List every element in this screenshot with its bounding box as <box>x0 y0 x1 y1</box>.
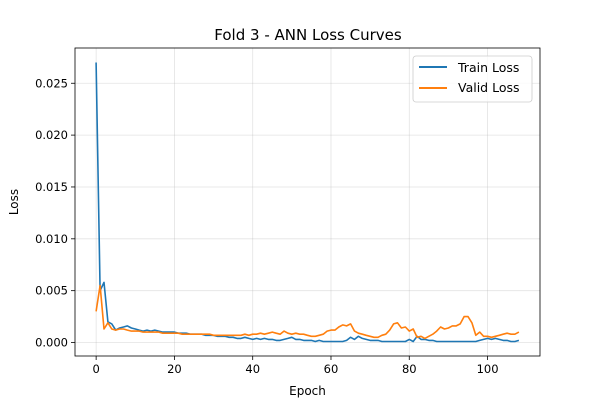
x-tick-label: 20 <box>167 362 182 376</box>
y-tick-label: 0.025 <box>35 76 68 90</box>
x-tick-label: 100 <box>477 362 499 376</box>
x-tick-label: 40 <box>245 362 260 376</box>
axis-ticks: 0 20 40 60 80 100 0.000 0.005 0.010 0.015 0.020 0.0… <box>35 76 498 376</box>
plot-area-frame <box>74 47 541 357</box>
x-tick-label: 0 <box>92 362 99 376</box>
train-loss-line <box>95 62 520 343</box>
x-tick-label: 80 <box>402 362 417 376</box>
legend-label-valid: Valid Loss <box>458 80 520 95</box>
y-tick-label: 0.020 <box>35 128 68 142</box>
chart-title: Fold 3 - ANN Loss Curves <box>214 26 402 44</box>
x-axis-label: Epoch <box>289 384 326 398</box>
x-tick-label: 60 <box>324 362 339 376</box>
y-tick-label: 0.010 <box>35 232 68 246</box>
legend-label-train: Train Loss <box>457 60 519 75</box>
y-tick-label: 0.000 <box>35 336 68 350</box>
y-tick-label: 0.005 <box>35 284 68 298</box>
series-lines <box>95 62 520 343</box>
y-tick-label: 0.015 <box>35 180 68 194</box>
y-axis-label: Loss <box>7 189 21 215</box>
legend: Train Loss Valid Loss <box>412 55 533 103</box>
valid-loss-line <box>95 284 520 340</box>
